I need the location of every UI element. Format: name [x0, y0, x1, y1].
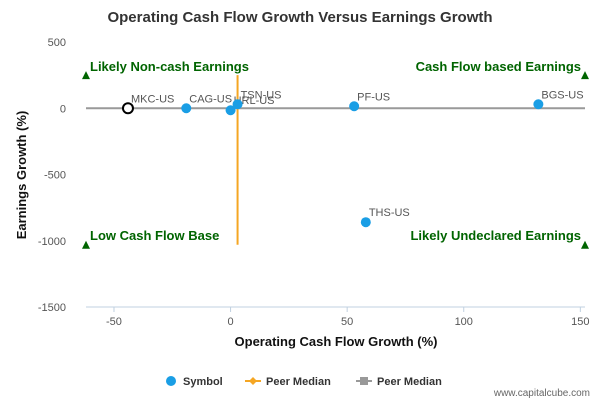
quadrant-marker-triangle	[581, 71, 589, 80]
x-tick-label: 50	[341, 316, 353, 328]
x-tick-label: 100	[455, 316, 473, 328]
legend-label-peer-median-gray: Peer Median	[377, 376, 442, 388]
legend-item-symbol[interactable]: Symbol	[166, 376, 223, 388]
data-label-hrl-us: HRL-US	[234, 95, 275, 107]
x-tick-label: 150	[571, 316, 589, 328]
y-tick-label: -500	[44, 170, 66, 182]
data-point-ths-us[interactable]	[360, 217, 371, 228]
data-label-pf-us: PF-US	[357, 91, 390, 103]
y-tick-label: -1000	[38, 236, 66, 248]
legend-item-peer-median-gray[interactable]: Peer Median	[356, 376, 442, 388]
legend-label-symbol: Symbol	[183, 376, 223, 388]
data-point-tsn-us[interactable]	[232, 99, 243, 110]
chart-title: Operating Cash Flow Growth Versus Earnin…	[107, 9, 492, 26]
data-label-cag-us: CAG-US	[189, 93, 232, 105]
legend-symbol-circle	[166, 376, 176, 386]
data-point-hrl-us[interactable]	[225, 105, 236, 116]
y-tick-label: 0	[60, 103, 66, 115]
x-tick-label: -50	[106, 316, 122, 328]
quadrant-label-bottom-right: Likely Undeclared Earnings	[410, 228, 581, 243]
y-axis-title: Earnings Growth (%)	[14, 111, 29, 240]
data-point-bgs-us[interactable]	[533, 99, 544, 110]
quadrant-marker-triangle	[581, 240, 589, 249]
quadrant-label-top-left: Likely Non-cash Earnings	[90, 59, 249, 74]
legend-diamond-orange	[249, 377, 257, 385]
quadrant-label-bottom-left: Low Cash Flow Base	[90, 228, 219, 243]
data-label-tsn-us: TSN-US	[241, 89, 282, 101]
data-label-bgs-us: BGS-US	[541, 89, 583, 101]
data-point-pf-us[interactable]	[349, 101, 360, 112]
y-tick-label: -1500	[38, 302, 66, 314]
legend-label-peer-median-orange: Peer Median	[266, 376, 331, 388]
legend-item-peer-median-orange[interactable]: Peer Median	[245, 376, 331, 388]
quadrant-marker-triangle	[82, 240, 90, 249]
data-point-cag-us[interactable]	[181, 103, 192, 114]
quadrant-label-top-right: Cash Flow based Earnings	[416, 59, 581, 74]
x-axis-title: Operating Cash Flow Growth (%)	[235, 334, 438, 349]
data-point-mkc-us[interactable]	[121, 102, 134, 115]
credit-text: www.capitalcube.com	[493, 388, 590, 399]
x-tick-label: 0	[228, 316, 234, 328]
legend-square-gray	[360, 377, 368, 385]
legend: Symbol Peer Median Peer Median	[166, 376, 442, 388]
data-label-ths-us: THS-US	[369, 207, 410, 219]
y-tick-label: 500	[48, 37, 66, 49]
quadrant-marker-triangle	[82, 71, 90, 80]
data-label-mkc-us: MKC-US	[131, 93, 174, 105]
